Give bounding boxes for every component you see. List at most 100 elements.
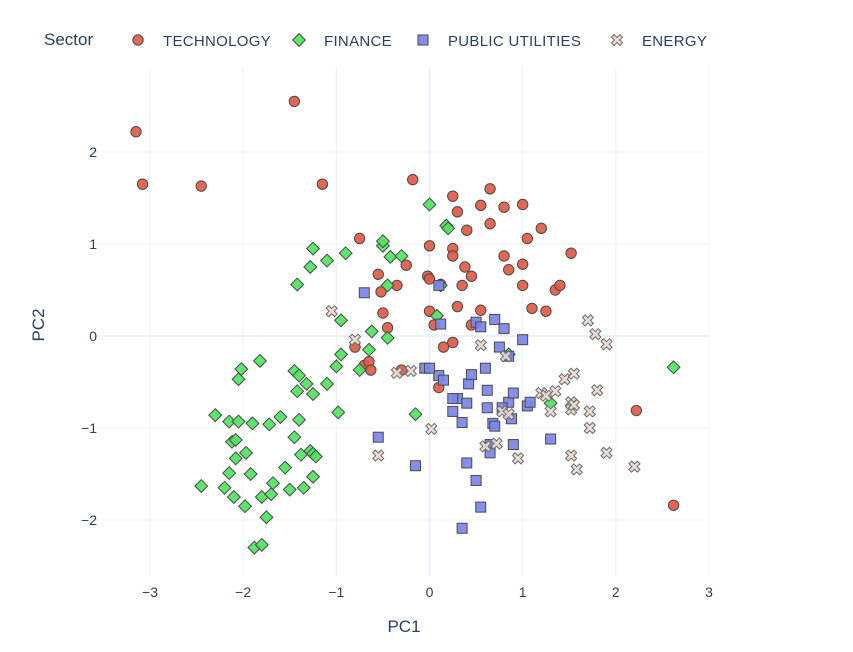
data-point [390, 366, 404, 380]
data-point [570, 463, 583, 476]
data-point [277, 460, 293, 475]
data-point [375, 286, 387, 298]
data-point [238, 445, 254, 460]
data-point [252, 353, 268, 368]
data-point [316, 178, 329, 190]
data-point [526, 302, 538, 315]
series-energy [325, 304, 641, 476]
data-point [433, 279, 445, 291]
data-point [400, 259, 412, 271]
data-point [282, 482, 297, 497]
y-tick-label: 0 [89, 328, 97, 344]
data-point [305, 386, 321, 402]
data-point [195, 180, 207, 192]
data-point [484, 183, 496, 195]
legend-item[interactable]: TECHNOLOGY [132, 33, 271, 50]
data-point [589, 327, 602, 341]
data-point [489, 420, 501, 432]
data-point [410, 460, 422, 472]
data-point [226, 489, 241, 505]
data-point [535, 222, 547, 235]
data-point [447, 405, 459, 417]
data-point [493, 341, 505, 353]
data-point [329, 359, 344, 374]
data-point [303, 259, 318, 275]
data-point [475, 501, 487, 513]
legend-marker [610, 33, 624, 47]
data-point [481, 384, 493, 396]
x-tick-label: −3 [142, 584, 158, 600]
x-axis-title: PC1 [387, 617, 420, 636]
data-point [475, 321, 487, 333]
data-point [507, 387, 519, 399]
data-point [408, 407, 423, 422]
legend-item[interactable]: PUBLIC UTILITIES [417, 33, 581, 50]
data-point [372, 449, 385, 462]
data-point [517, 334, 529, 346]
legend-label: PUBLIC UTILITIES [448, 33, 581, 50]
legend-item[interactable]: ENERGY [610, 33, 708, 50]
data-point [475, 304, 487, 316]
data-point [364, 324, 379, 339]
data-point [479, 362, 491, 374]
data-point [516, 258, 529, 270]
data-point [423, 240, 436, 252]
axes: PC1 PC2 −3 −2 −1 0 1 2 3 −2 −1 0 1 2 [29, 144, 713, 636]
data-point [353, 232, 366, 245]
data-point [222, 414, 237, 429]
data-point [130, 126, 142, 138]
data-point [447, 336, 459, 349]
data-point [228, 451, 243, 466]
data-point [338, 246, 353, 261]
data-point [479, 440, 492, 453]
data-point [545, 433, 557, 445]
data-point [481, 402, 493, 414]
data-point [380, 278, 395, 293]
data-point [451, 300, 464, 313]
data-point [628, 460, 641, 473]
data-point [502, 407, 515, 421]
data-point [217, 480, 232, 495]
data-point [461, 224, 473, 236]
data-point [288, 95, 301, 108]
data-point [437, 374, 449, 386]
data-point [461, 397, 473, 409]
data-point [437, 341, 450, 353]
data-point [375, 234, 391, 249]
data-point [234, 362, 249, 377]
data-point [484, 218, 496, 230]
data-point [372, 431, 384, 443]
data-point [319, 253, 335, 268]
data-point [565, 247, 577, 259]
data-point [305, 469, 321, 484]
data-point [549, 384, 562, 398]
data-point [243, 466, 258, 482]
grid [95, 67, 710, 576]
data-point [465, 369, 477, 381]
data-point [600, 338, 613, 351]
data-point [502, 264, 515, 276]
data-point [583, 421, 596, 435]
data-point [499, 350, 513, 363]
data-point [441, 221, 456, 236]
data-point [539, 389, 553, 403]
data-point [352, 362, 367, 378]
data-point [475, 199, 487, 212]
data-point [380, 330, 395, 345]
data-point [423, 273, 436, 285]
data-point [451, 206, 464, 218]
data-point [490, 437, 503, 450]
data-point [516, 279, 529, 292]
data-point [361, 342, 377, 357]
data-point [194, 478, 209, 494]
legend-label: ENERGY [642, 33, 707, 50]
data-point [447, 190, 459, 202]
data-point [447, 393, 459, 405]
data-point [422, 197, 437, 212]
data-point [435, 318, 447, 330]
legend-item[interactable]: FINANCE [291, 32, 392, 50]
data-point [290, 384, 305, 399]
data-point [290, 277, 305, 292]
data-point [259, 510, 274, 525]
data-point [228, 432, 243, 448]
